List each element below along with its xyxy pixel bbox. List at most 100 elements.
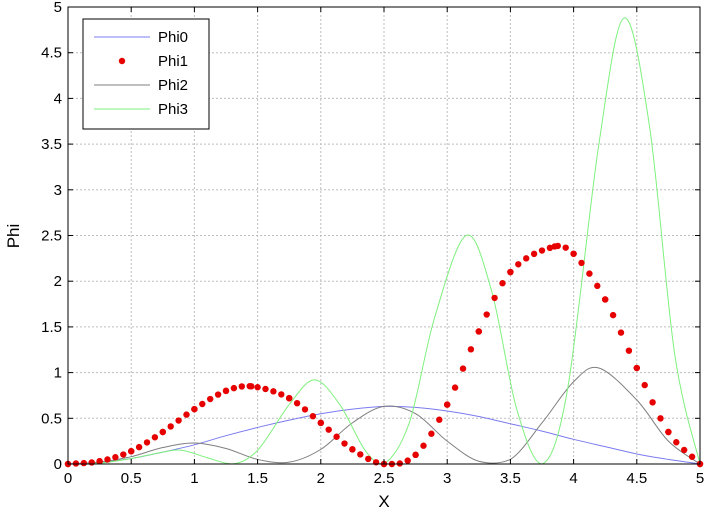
x-tick-label: 0.5	[121, 470, 142, 487]
series-phi1-marker	[309, 412, 317, 420]
x-tick-label: 0	[64, 470, 72, 487]
series-phi1-marker	[538, 247, 546, 254]
series-phi1-marker	[325, 426, 332, 433]
series-phi1-marker	[143, 439, 151, 446]
series-phi1-marker	[649, 399, 656, 406]
series-phi1-marker	[688, 453, 696, 460]
x-tick-label: 1	[190, 470, 198, 487]
series-phi1-marker	[254, 384, 261, 391]
series-phi1-marker	[199, 400, 206, 408]
legend-label-phi0: Phi0	[158, 29, 188, 46]
series-phi1-marker	[278, 391, 285, 398]
series-phi1-marker	[562, 244, 569, 251]
series-phi1-marker	[175, 417, 182, 424]
series-phi1-marker	[214, 391, 222, 398]
series-phi1-marker	[128, 448, 135, 455]
series-phi1-marker	[349, 446, 356, 453]
x-tick-label: 3	[443, 470, 451, 487]
series-phi1	[64, 242, 704, 468]
series-phi1-marker	[609, 311, 617, 319]
series-phi1-marker	[238, 383, 245, 390]
series-phi1-marker	[633, 364, 640, 372]
series-phi1-marker	[246, 382, 253, 390]
series-phi1-marker	[230, 384, 238, 392]
series-phi1-marker	[341, 440, 348, 447]
series-phi1-marker	[88, 459, 95, 466]
series-phi1-marker	[404, 457, 411, 464]
series-phi1-marker	[554, 242, 561, 250]
series-phi1-marker	[530, 250, 538, 258]
series-phi1-marker	[270, 388, 277, 395]
series-phi1-marker	[459, 365, 467, 372]
series-phi1-marker	[436, 416, 443, 423]
series-phi1-marker	[570, 250, 577, 257]
x-axis-title: X	[378, 492, 389, 511]
series-phi1-marker	[483, 311, 490, 318]
legend-label-phi3: Phi3	[158, 101, 188, 118]
series-phi1-marker	[135, 443, 143, 451]
series-phi1-marker	[594, 282, 601, 290]
x-tick-label: 2.5	[374, 470, 395, 487]
series-phi1-marker	[444, 401, 451, 408]
series-phi1-marker	[357, 451, 364, 458]
series-phi1-marker	[222, 387, 230, 395]
series-phi1-marker	[159, 428, 166, 436]
y-axis-title: Phi	[4, 224, 23, 249]
series-phi1-marker	[72, 460, 80, 467]
series-phi1-marker	[586, 270, 593, 277]
legend: Phi0 Phi1 Phi2 Phi3	[82, 18, 210, 130]
y-tick-label: 2	[54, 273, 62, 290]
series-phi1-marker	[546, 244, 554, 252]
series-phi1-marker	[491, 294, 498, 302]
series-phi1-marker	[112, 454, 119, 461]
series-phi1-marker	[451, 384, 459, 391]
series-phi1-marker	[80, 459, 88, 467]
series-phi1-marker	[523, 255, 530, 262]
y-tick-label: 1	[54, 365, 62, 382]
series-phi1-marker	[673, 439, 680, 446]
series-phi1-marker	[420, 442, 427, 449]
y-tick-label: 5	[54, 0, 62, 16]
series-phi1-marker	[641, 381, 648, 389]
legend-swatch-phi1	[118, 57, 126, 65]
series-phi1-marker	[625, 347, 633, 354]
series-phi1-marker	[96, 458, 103, 465]
series-phi1-marker	[372, 459, 380, 466]
y-tick-label: 3	[54, 182, 62, 199]
x-tick-label: 1.5	[247, 470, 268, 487]
y-tick-label: 0.5	[41, 410, 62, 427]
x-tick-label: 2	[317, 470, 325, 487]
y-tick-label: 4.5	[41, 45, 62, 62]
series-phi1-marker	[293, 399, 301, 407]
series-phi1-marker	[365, 455, 372, 463]
series-phi1-marker	[617, 329, 625, 336]
x-tick-label: 4.5	[626, 470, 647, 487]
series-phi1-marker	[301, 406, 309, 413]
series-phi1-marker	[104, 456, 111, 463]
y-tick-label: 4	[54, 90, 62, 107]
x-tick-label: 5	[696, 470, 704, 487]
legend-label-phi2: Phi2	[158, 77, 188, 94]
series-phi1-marker	[499, 280, 506, 287]
series-phi1-marker	[396, 460, 403, 467]
series-phi1-marker	[578, 259, 585, 267]
series-phi1-marker	[286, 394, 293, 402]
series-phi1-marker	[665, 428, 672, 436]
legend-box	[82, 18, 210, 130]
series-phi1-marker	[183, 411, 190, 418]
series-phi1-marker	[681, 446, 688, 454]
series-phi1-marker	[191, 405, 198, 413]
series-phi1-marker	[412, 451, 419, 459]
series-phi2-line	[67, 366, 701, 465]
series-phi1-marker	[657, 415, 664, 422]
series-phi1-marker	[262, 385, 269, 393]
y-tick-label: 3.5	[41, 136, 62, 153]
series-phi1-marker	[467, 346, 475, 353]
series-phi1-marker	[120, 451, 127, 458]
x-tick-label: 3.5	[500, 470, 521, 487]
series-phi1-marker	[207, 395, 214, 403]
series-phi1-marker	[428, 430, 435, 437]
axis-ticks: 0 0.5 1 1.5 2 2.5 3 3.5 4 4.5 5 0 0.5 1 1.5 2 2.5 3 3.5 4 4.…	[41, 0, 704, 487]
y-tick-label: 1.5	[41, 319, 62, 336]
